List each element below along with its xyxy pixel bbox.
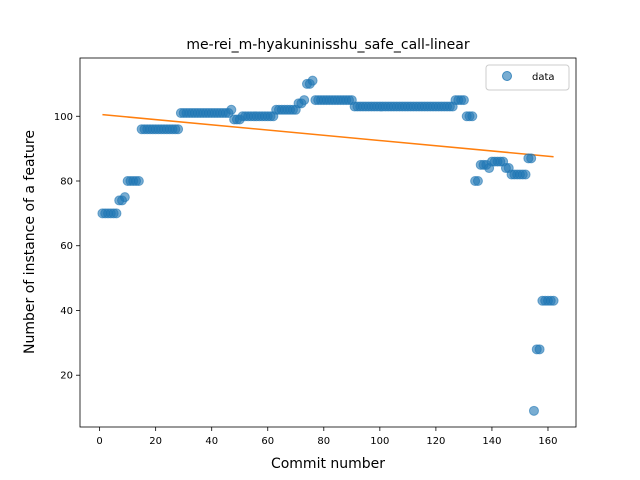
data-point xyxy=(467,111,478,122)
y-axis-title: Number of instance of a feature xyxy=(22,130,38,354)
y-tick-label: 100 xyxy=(54,112,73,123)
legend: data xyxy=(485,64,570,91)
y-tick-label: 40 xyxy=(60,306,73,317)
legend-marker-data xyxy=(502,71,512,81)
legend-frame xyxy=(485,64,570,91)
x-tick-label: 20 xyxy=(149,436,162,447)
y-tick-label: 60 xyxy=(60,241,73,252)
y-tick-label: 20 xyxy=(60,371,73,382)
data-point xyxy=(111,208,122,219)
fit-line xyxy=(102,113,554,158)
y-tick-label: 80 xyxy=(60,177,73,188)
data-point xyxy=(226,104,237,115)
y-axis: 20 40 60 80 100 xyxy=(54,112,80,382)
x-axis-title: Commit number xyxy=(271,456,385,472)
x-tick-label: 40 xyxy=(205,436,218,447)
x-tick-label: 120 xyxy=(426,436,445,447)
x-tick-label: 100 xyxy=(370,436,389,447)
x-tick-label: 80 xyxy=(317,436,330,447)
data-points xyxy=(97,75,559,416)
x-axis: 0 20 40 60 80 100 120 140 160 xyxy=(96,427,558,447)
data-point xyxy=(173,124,184,135)
data-point xyxy=(307,75,318,86)
x-tick-label: 160 xyxy=(538,436,557,447)
data-point xyxy=(458,95,469,106)
plot-frame xyxy=(79,57,577,428)
data-point xyxy=(520,169,531,180)
data-point xyxy=(133,176,144,186)
data-point xyxy=(299,95,310,106)
data-point xyxy=(548,295,559,306)
data-point xyxy=(472,176,483,186)
x-tick-label: 140 xyxy=(482,436,501,447)
legend-label-data: data xyxy=(532,72,555,83)
x-tick-label: 60 xyxy=(261,436,274,447)
fit-layer xyxy=(102,113,554,158)
data-point xyxy=(534,344,545,355)
data-point xyxy=(526,153,537,164)
chart-title: me-rei_m-hyakuninisshu_safe_call-linear xyxy=(186,37,469,53)
x-tick-label: 0 xyxy=(96,436,102,447)
data-point xyxy=(528,405,539,416)
data-point xyxy=(119,192,130,203)
